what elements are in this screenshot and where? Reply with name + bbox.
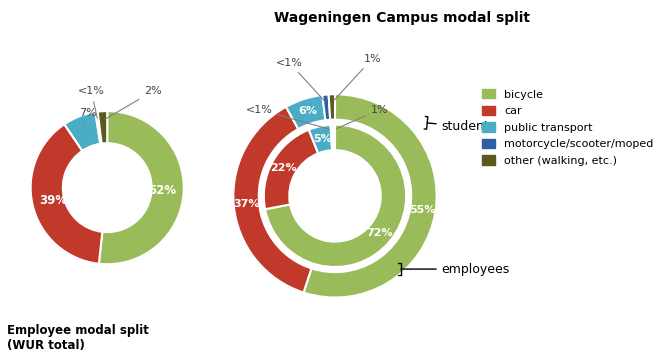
Wedge shape: [265, 125, 406, 267]
Text: Wageningen Campus modal split: Wageningen Campus modal split: [274, 11, 530, 25]
Wedge shape: [64, 112, 100, 151]
Wedge shape: [333, 125, 335, 150]
Wedge shape: [99, 111, 184, 264]
Text: 2%: 2%: [105, 86, 161, 119]
Wedge shape: [322, 94, 330, 120]
Text: <1%: <1%: [78, 86, 105, 118]
Text: 52%: 52%: [148, 184, 176, 197]
Wedge shape: [328, 94, 335, 120]
Text: 1%: 1%: [334, 54, 381, 100]
Text: 7%: 7%: [79, 108, 96, 125]
Wedge shape: [286, 95, 326, 129]
Text: 39%: 39%: [40, 194, 68, 207]
Wedge shape: [31, 124, 103, 264]
Text: 37%: 37%: [233, 199, 260, 209]
Text: 6%: 6%: [298, 106, 317, 116]
Text: 72%: 72%: [366, 228, 393, 238]
Wedge shape: [233, 107, 312, 293]
Text: 5%: 5%: [313, 134, 332, 144]
Wedge shape: [98, 111, 107, 144]
Wedge shape: [304, 94, 437, 297]
Text: Employee modal split
(WUR total): Employee modal split (WUR total): [7, 324, 149, 352]
Text: 1%: 1%: [336, 104, 388, 129]
Text: <1%: <1%: [276, 58, 324, 101]
Text: students: students: [424, 117, 496, 133]
Text: <1%: <1%: [245, 104, 329, 129]
Wedge shape: [264, 130, 318, 209]
Legend: bicycle, car, public transport, motorcycle/scooter/moped, other (walking, etc.): bicycle, car, public transport, motorcyc…: [477, 85, 658, 170]
Wedge shape: [330, 125, 334, 150]
Text: employees: employees: [398, 262, 510, 275]
Wedge shape: [95, 112, 102, 144]
Text: 55%: 55%: [409, 205, 436, 215]
Wedge shape: [309, 125, 332, 153]
Text: 22%: 22%: [271, 163, 297, 173]
